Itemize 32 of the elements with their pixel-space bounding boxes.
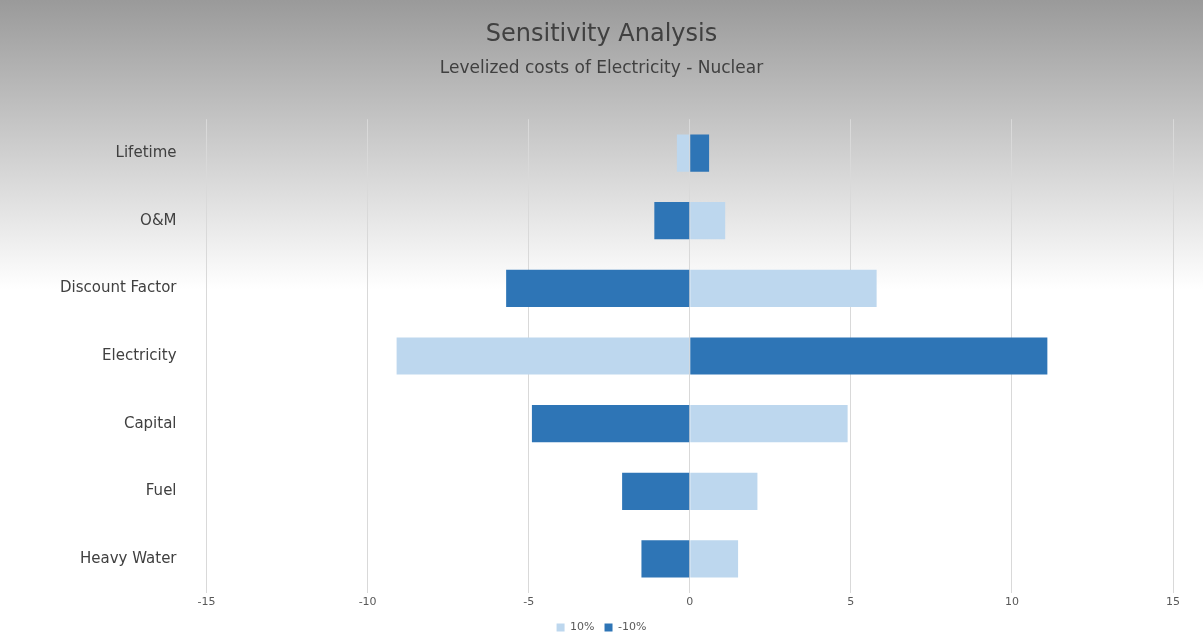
bar — [690, 405, 848, 443]
bar — [396, 337, 690, 375]
bar — [690, 202, 726, 240]
x-tick-label: 5 — [847, 595, 855, 609]
legend-label: -10% — [618, 620, 647, 634]
y-tick-label: Lifetime — [115, 142, 177, 161]
bar — [690, 134, 710, 172]
y-tick-label: Discount Factor — [59, 278, 178, 297]
y-tick-label: O&M — [140, 210, 177, 229]
y-tick-label: Heavy Water — [79, 548, 178, 567]
x-tick-label: 0 — [686, 595, 694, 609]
bar — [622, 472, 690, 510]
x-tick-label: -15 — [197, 595, 216, 609]
x-tick-label: -5 — [523, 595, 535, 609]
bar — [690, 269, 877, 307]
bar — [654, 202, 690, 240]
bar — [690, 540, 739, 578]
x-tick-label: -10 — [358, 595, 377, 609]
bar — [690, 337, 1048, 375]
bar — [676, 134, 690, 172]
y-tick-label: Electricity — [102, 345, 177, 364]
y-tick-label: Capital — [123, 413, 177, 432]
bar — [641, 540, 690, 578]
y-tick-label: Fuel — [145, 481, 177, 500]
chart-subtitle: Levelized costs of Electricity - Nuclear — [439, 57, 764, 78]
x-tick-label: 15 — [1166, 595, 1180, 609]
bar — [531, 405, 690, 443]
bar — [506, 269, 690, 307]
legend-label: 10% — [570, 620, 595, 634]
x-tick-label: 10 — [1004, 595, 1019, 609]
chart-title: Sensitivity Analysis — [485, 18, 718, 47]
bar — [690, 472, 758, 510]
